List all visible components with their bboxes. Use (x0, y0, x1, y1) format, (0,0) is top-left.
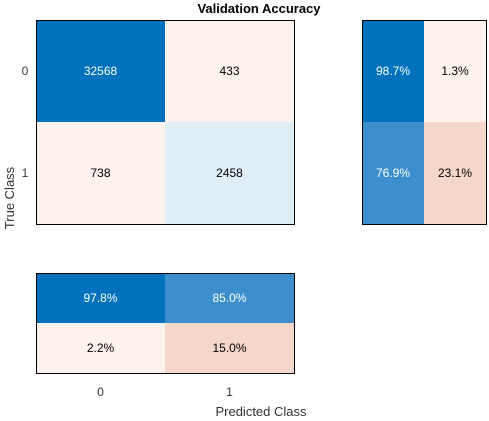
x-tick-label: 0 (97, 385, 104, 399)
row-summary-value: 76.9% (376, 166, 410, 180)
y-axis-label: True Class (2, 166, 17, 229)
column-summary-value: 97.8% (83, 291, 117, 305)
column-summary-value: 15.0% (212, 341, 246, 355)
column-summary-cell (36, 273, 165, 323)
matrix-frame (36, 20, 295, 225)
matrix-cell-value: 433 (219, 64, 239, 78)
y-tick-label: 0 (22, 64, 29, 78)
matrix-cell-value: 738 (90, 166, 110, 180)
x-tick-label: 1 (226, 385, 233, 399)
column-summary-cell (165, 273, 294, 323)
column-summary-value: 85.0% (212, 291, 246, 305)
row-summary-value: 98.7% (376, 64, 410, 78)
column-summary-cell (165, 323, 294, 373)
chart-title: Validation Accuracy (197, 1, 321, 16)
matrix-cell (36, 20, 165, 122)
row-summary-cell (424, 20, 486, 122)
matrix-cell (36, 122, 165, 224)
matrix-cell (165, 20, 294, 122)
matrix-cell-value: 2458 (216, 166, 243, 180)
row-summary-cell (362, 20, 424, 122)
column-summary-cell (36, 323, 165, 373)
row-summary-value: 1.3% (441, 64, 469, 78)
row-summary-frame (362, 20, 487, 225)
row-summary-cell (362, 122, 424, 224)
cells-layer: 32568 433 738 2458 0 1 98.7% 1.3% 76.9% 23.1% 97.8… (22, 20, 487, 399)
column-summary-frame (36, 273, 295, 374)
x-axis-label: Predicted Class (215, 404, 307, 419)
row-summary-value: 23.1% (438, 166, 472, 180)
matrix-cell-value: 32568 (84, 64, 118, 78)
row-summary-cell (424, 122, 486, 224)
y-tick-label: 1 (22, 166, 29, 180)
matrix-cell (165, 122, 294, 224)
column-summary-value: 2.2% (87, 341, 115, 355)
